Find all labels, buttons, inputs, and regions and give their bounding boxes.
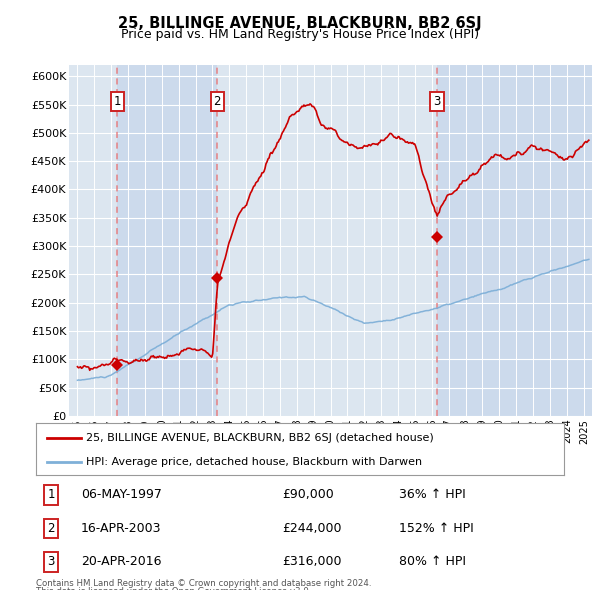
- Text: £316,000: £316,000: [282, 555, 341, 569]
- Text: 1: 1: [47, 488, 55, 501]
- Text: £244,000: £244,000: [282, 522, 341, 535]
- Text: 25, BILLINGE AVENUE, BLACKBURN, BB2 6SJ (detached house): 25, BILLINGE AVENUE, BLACKBURN, BB2 6SJ …: [86, 432, 434, 442]
- Text: 152% ↑ HPI: 152% ↑ HPI: [399, 522, 474, 535]
- Text: 2: 2: [214, 95, 221, 108]
- Text: 16-APR-2003: 16-APR-2003: [81, 522, 161, 535]
- Text: 3: 3: [433, 95, 440, 108]
- Text: Price paid vs. HM Land Registry's House Price Index (HPI): Price paid vs. HM Land Registry's House …: [121, 28, 479, 41]
- Text: £90,000: £90,000: [282, 488, 334, 501]
- Text: 25, BILLINGE AVENUE, BLACKBURN, BB2 6SJ: 25, BILLINGE AVENUE, BLACKBURN, BB2 6SJ: [118, 16, 482, 31]
- Text: This data is licensed under the Open Government Licence v3.0.: This data is licensed under the Open Gov…: [36, 587, 311, 590]
- Text: 06-MAY-1997: 06-MAY-1997: [81, 488, 162, 501]
- Text: HPI: Average price, detached house, Blackburn with Darwen: HPI: Average price, detached house, Blac…: [86, 457, 422, 467]
- Bar: [217, 65, 437, 416]
- Text: 2: 2: [47, 522, 55, 535]
- Text: Contains HM Land Registry data © Crown copyright and database right 2024.: Contains HM Land Registry data © Crown c…: [36, 579, 371, 588]
- Text: 80% ↑ HPI: 80% ↑ HPI: [399, 555, 466, 569]
- Bar: [437, 65, 592, 416]
- Text: 1: 1: [113, 95, 121, 108]
- Bar: [117, 65, 217, 416]
- Text: 3: 3: [47, 555, 55, 569]
- Bar: [69, 65, 117, 416]
- Text: 20-APR-2016: 20-APR-2016: [81, 555, 161, 569]
- Text: 36% ↑ HPI: 36% ↑ HPI: [399, 488, 466, 501]
